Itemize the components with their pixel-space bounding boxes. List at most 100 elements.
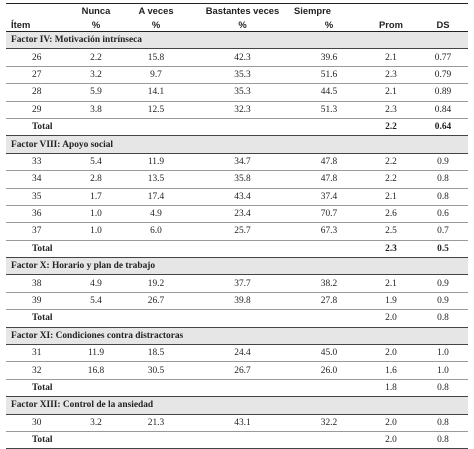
cell-item: 31	[6, 344, 71, 363]
table-row: 31 11.9 18.5 24.4 45.0 2.0 1.0	[6, 344, 468, 363]
cell-item: 36	[6, 205, 71, 224]
cell-prom: 2.2	[364, 170, 418, 189]
cell-prom: 2.0	[364, 344, 418, 363]
cell-bastantes: 26.7	[191, 361, 294, 380]
cell-ds: 0.7	[418, 222, 468, 241]
total-row: Total 2.2 0.64	[6, 118, 468, 137]
total-label: Total	[6, 431, 71, 449]
cell-bastantes: 43.4	[191, 188, 294, 206]
cell-siempre: 45.0	[294, 344, 364, 363]
cell-bastantes: 35.3	[191, 83, 294, 102]
empty-cell	[71, 309, 121, 328]
cell-nunca: 2.2	[71, 48, 121, 67]
cell-ds: 0.9	[418, 274, 468, 293]
empty-cell	[294, 431, 364, 449]
table-row: 39 5.4 26.7 39.8 27.8 1.9 0.9	[6, 292, 468, 311]
cell-prom: 2.0	[364, 414, 418, 432]
total-ds: 0.8	[418, 379, 468, 398]
cell-ds: 0.77	[418, 48, 468, 67]
cell-bastantes: 37.7	[191, 274, 294, 293]
cell-ds: 0.8	[418, 170, 468, 189]
cell-prom: 2.6	[364, 205, 418, 224]
header-row-units: Ítem % % % % Prom DS	[6, 18, 468, 32]
total-ds: 0.5	[418, 240, 468, 259]
cell-nunca: 11.9	[71, 344, 121, 363]
factor-header-row: Factor VIII: Apoyo social	[6, 135, 468, 154]
cell-item: 28	[6, 83, 71, 102]
cell-a-veces: 13.5	[121, 170, 191, 189]
empty-cell	[121, 379, 191, 398]
cell-item: 35	[6, 188, 71, 206]
table-row: 26 2.2 15.8 42.3 39.6 2.1 0.77	[6, 48, 468, 67]
cell-nunca: 1.0	[71, 205, 121, 224]
cell-bastantes: 35.3	[191, 66, 294, 85]
empty-cell	[191, 309, 294, 328]
table-row: 37 1.0 6.0 25.7 67.3 2.5 0.7	[6, 222, 468, 241]
cell-a-veces: 18.5	[121, 344, 191, 363]
empty-cell	[121, 309, 191, 328]
cell-ds: 0.9	[418, 153, 468, 172]
header-ds: DS	[418, 18, 468, 32]
cell-ds: 1.0	[418, 344, 468, 363]
cell-ds: 0.8	[418, 188, 468, 206]
header-pct-siempre: %	[294, 18, 364, 32]
cell-ds: 0.89	[418, 83, 468, 102]
cell-item: 34	[6, 170, 71, 189]
factor-title: Factor X: Horario y plan de trabajo	[6, 257, 468, 276]
total-prom: 2.0	[364, 309, 418, 328]
cell-a-veces: 11.9	[121, 153, 191, 172]
empty-cell	[121, 118, 191, 137]
cell-prom: 2.5	[364, 222, 418, 241]
total-prom: 2.2	[364, 118, 418, 137]
total-row: Total 2.0 0.8	[6, 309, 468, 328]
cell-bastantes: 35.8	[191, 170, 294, 189]
empty-cell	[294, 240, 364, 259]
cell-a-veces: 26.7	[121, 292, 191, 311]
cell-a-veces: 15.8	[121, 48, 191, 67]
header-prom: Prom	[364, 18, 418, 32]
total-label: Total	[6, 118, 71, 137]
cell-nunca: 2.8	[71, 170, 121, 189]
cell-a-veces: 6.0	[121, 222, 191, 241]
cell-bastantes: 42.3	[191, 48, 294, 67]
cell-nunca: 5.9	[71, 83, 121, 102]
total-prom: 1.8	[364, 379, 418, 398]
factor-header-row: Factor IV: Motivación intrínseca	[6, 30, 468, 50]
factor-title: Factor XI: Condiciones contra distractor…	[6, 326, 468, 346]
header-pct-a-veces: %	[121, 18, 191, 32]
cell-nunca: 3.2	[71, 66, 121, 85]
cell-bastantes: 25.7	[191, 222, 294, 241]
cell-item: 26	[6, 48, 71, 67]
total-ds: 0.8	[418, 431, 468, 449]
factor-header-row: Factor XI: Condiciones contra distractor…	[6, 326, 468, 346]
total-ds: 0.8	[418, 309, 468, 328]
cell-a-veces: 4.9	[121, 205, 191, 224]
empty-cell	[294, 309, 364, 328]
cell-siempre: 70.7	[294, 205, 364, 224]
total-prom: 2.3	[364, 240, 418, 259]
empty-cell	[71, 431, 121, 449]
table-row: 33 5.4 11.9 34.7 47.8 2.2 0.9	[6, 153, 468, 172]
cell-item: 37	[6, 222, 71, 241]
cell-prom: 2.1	[364, 274, 418, 293]
cell-ds: 1.0	[418, 361, 468, 380]
factor-title: Factor VIII: Apoyo social	[6, 135, 468, 154]
cell-siempre: 37.4	[294, 188, 364, 206]
cell-siempre: 26.0	[294, 361, 364, 380]
table-row: 38 4.9 19.2 37.7 38.2 2.1 0.9	[6, 274, 468, 293]
empty-cell	[191, 379, 294, 398]
cell-siempre: 67.3	[294, 222, 364, 241]
cell-item: 39	[6, 292, 71, 311]
survey-results-table: Nunca A veces Bastantes veces Siempre Ít…	[6, 3, 468, 449]
cell-a-veces: 21.3	[121, 414, 191, 432]
total-row: Total 2.0 0.8	[6, 431, 468, 449]
empty-cell	[191, 118, 294, 137]
header-pct-nunca: %	[71, 18, 121, 32]
cell-bastantes: 24.4	[191, 344, 294, 363]
table-row: 28 5.9 14.1 35.3 44.5 2.1 0.89	[6, 83, 468, 102]
cell-prom: 2.1	[364, 188, 418, 206]
cell-a-veces: 14.1	[121, 83, 191, 102]
cell-a-veces: 19.2	[121, 274, 191, 293]
cell-siempre: 38.2	[294, 274, 364, 293]
cell-siempre: 51.3	[294, 101, 364, 119]
